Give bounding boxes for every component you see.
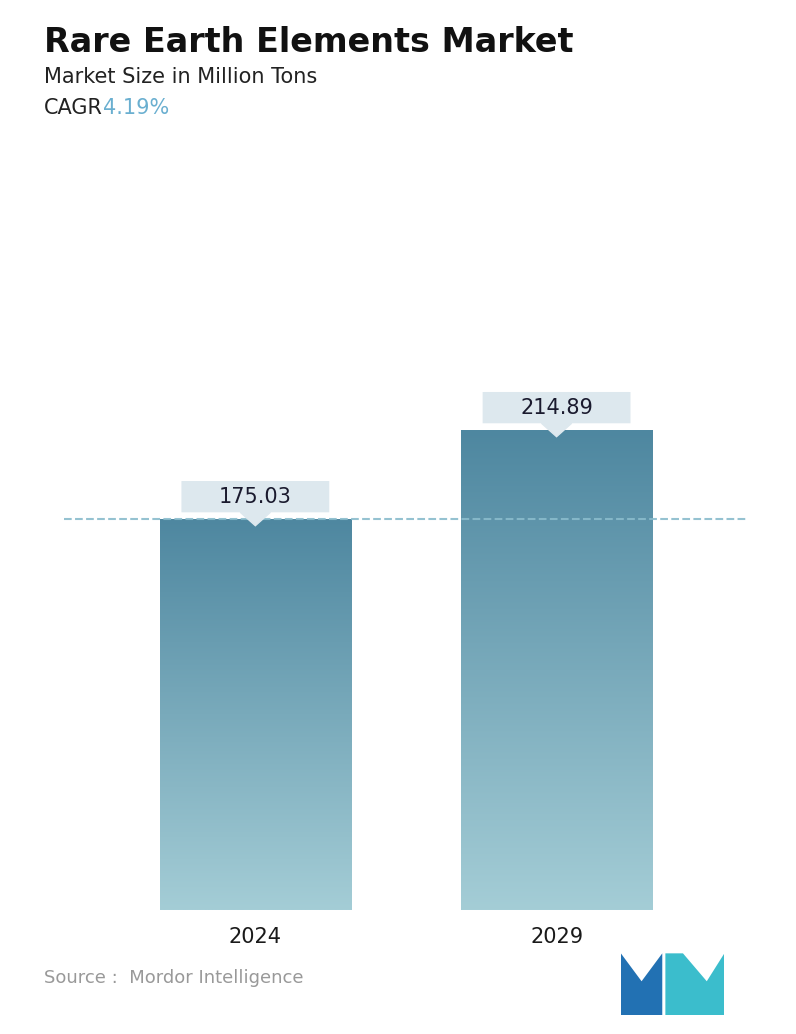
Text: Source :  Mordor Intelligence: Source : Mordor Intelligence <box>44 970 303 987</box>
Text: CAGR: CAGR <box>44 98 103 118</box>
Polygon shape <box>665 953 724 1015</box>
Text: 214.89: 214.89 <box>520 398 593 418</box>
Polygon shape <box>621 953 662 1015</box>
Text: 4.19%: 4.19% <box>103 98 170 118</box>
FancyBboxPatch shape <box>181 481 330 512</box>
FancyBboxPatch shape <box>482 392 630 423</box>
Text: Market Size in Million Tons: Market Size in Million Tons <box>44 67 317 87</box>
Text: 175.03: 175.03 <box>219 487 292 507</box>
Polygon shape <box>240 512 271 525</box>
Polygon shape <box>541 423 572 436</box>
Text: Rare Earth Elements Market: Rare Earth Elements Market <box>44 26 573 59</box>
